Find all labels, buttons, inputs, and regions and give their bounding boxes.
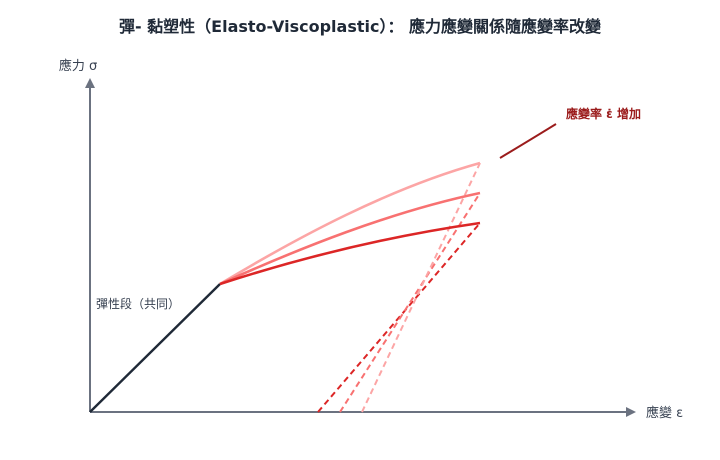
unload-line-low bbox=[317, 222, 481, 413]
diagram-title: 彈- 黏塑性（Elasto-Viscoplastic）： 應力應變關係隨應變率改… bbox=[119, 17, 602, 36]
curve-high-rate bbox=[219, 161, 481, 286]
unload-line-high bbox=[361, 162, 481, 413]
unload-line-mid bbox=[339, 192, 481, 413]
elastic-note: 彈性段（共同） bbox=[96, 296, 180, 311]
curve-low-rate bbox=[219, 221, 481, 286]
rate-indicator-arrow bbox=[499, 123, 557, 159]
curve-mid-rate bbox=[219, 191, 481, 286]
elastic-segment bbox=[89, 283, 221, 413]
x-axis-label: 應變 ε bbox=[646, 405, 683, 421]
y-axis-label: 應力 σ bbox=[59, 58, 97, 74]
rate-label: 應變率 ε̇ 增加 bbox=[566, 106, 641, 121]
